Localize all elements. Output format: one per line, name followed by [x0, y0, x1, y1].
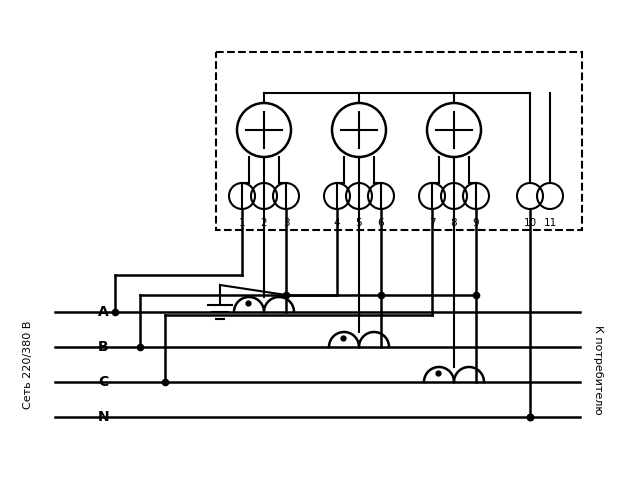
Text: 8: 8	[450, 218, 457, 228]
Text: 3: 3	[283, 218, 289, 228]
Text: N: N	[98, 410, 110, 424]
Text: B: B	[98, 340, 109, 354]
Text: 9: 9	[473, 218, 479, 228]
Text: 7: 7	[429, 218, 436, 228]
Text: A: A	[98, 305, 109, 319]
Text: 5: 5	[355, 218, 362, 228]
Text: C: C	[98, 375, 108, 389]
Bar	[216, 52, 582, 230]
Text: 6: 6	[378, 218, 384, 228]
Text: 1: 1	[239, 218, 246, 228]
Text: К потребителю: К потребителю	[593, 325, 603, 415]
Text: Сеть 220/380 В: Сеть 220/380 В	[23, 321, 33, 409]
Text: 10: 10	[523, 218, 537, 228]
Text: 11: 11	[544, 218, 557, 228]
Text: 4: 4	[334, 218, 341, 228]
Text: 2: 2	[261, 218, 267, 228]
